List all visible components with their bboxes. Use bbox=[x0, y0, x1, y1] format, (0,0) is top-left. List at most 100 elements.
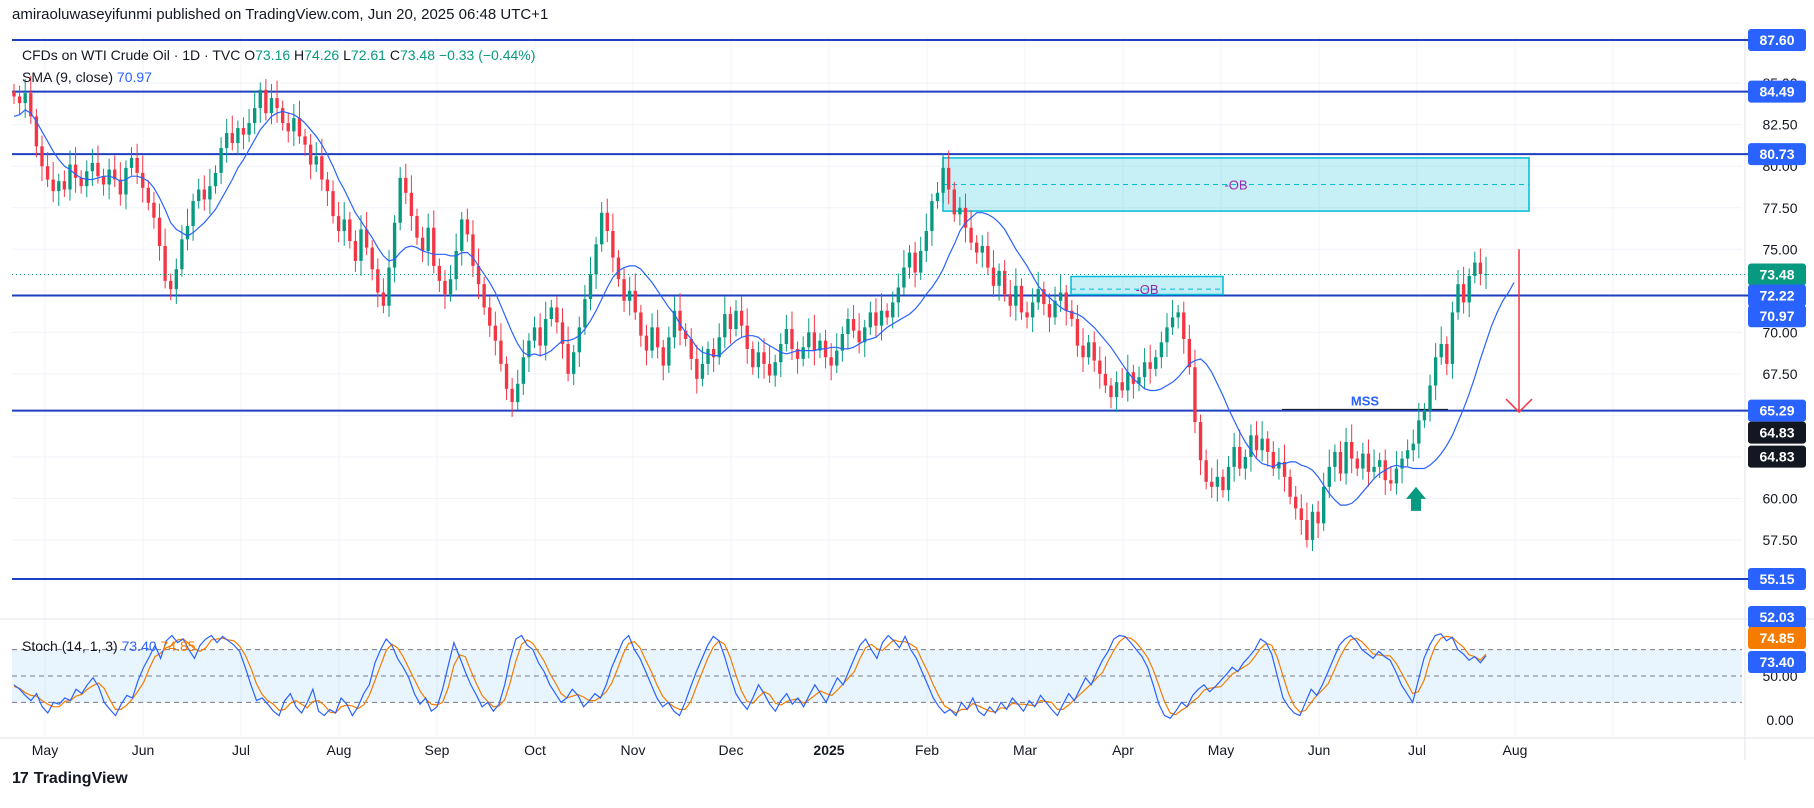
candle-body bbox=[1473, 262, 1477, 276]
candle-body bbox=[448, 279, 453, 295]
candle-body bbox=[963, 207, 968, 228]
candle-body bbox=[616, 257, 621, 280]
candle-body bbox=[846, 319, 850, 334]
candle-body bbox=[185, 226, 190, 240]
stoch-tick-label: 0.00 bbox=[1766, 712, 1793, 728]
candles-group bbox=[12, 75, 1488, 552]
candle-body bbox=[336, 216, 341, 232]
candle-body bbox=[465, 219, 470, 235]
candle-body bbox=[1142, 362, 1147, 378]
candle-body bbox=[1226, 466, 1231, 491]
candle-body bbox=[1210, 481, 1214, 487]
candle-body bbox=[370, 247, 374, 270]
candle-body bbox=[1361, 453, 1365, 469]
stoch-label: Stoch (14, 1, 3) bbox=[22, 638, 118, 654]
candle-body bbox=[527, 340, 531, 358]
candle-body bbox=[191, 201, 195, 227]
candle-body bbox=[611, 231, 615, 258]
price-axis-label: 70.97 bbox=[1759, 308, 1794, 324]
candle-body bbox=[627, 290, 632, 301]
candle-body bbox=[762, 352, 766, 364]
candle-body bbox=[376, 269, 380, 293]
price-axis-label: 65.29 bbox=[1759, 403, 1794, 419]
candle-body bbox=[29, 93, 33, 117]
candle-body bbox=[1461, 284, 1466, 303]
candle-body bbox=[325, 179, 330, 192]
candle-body bbox=[180, 239, 184, 270]
candle-body bbox=[107, 169, 111, 185]
candle-body bbox=[695, 358, 699, 379]
candle-body bbox=[426, 227, 430, 251]
y-tick-label: 60.00 bbox=[1762, 490, 1797, 506]
candle-body bbox=[1322, 486, 1326, 524]
candle-body bbox=[868, 312, 873, 328]
candle-body bbox=[980, 245, 984, 253]
sma-label: SMA (9, close) bbox=[22, 69, 114, 85]
candle-body bbox=[96, 162, 100, 177]
candle-body bbox=[1456, 284, 1460, 313]
candle-body bbox=[1316, 511, 1320, 524]
candle-body bbox=[504, 363, 509, 389]
candle-body bbox=[275, 98, 279, 109]
price-axis-label-box bbox=[1748, 263, 1806, 286]
candle-body bbox=[269, 98, 274, 114]
candle-body bbox=[1103, 373, 1108, 386]
x-tick-label: Jul bbox=[1408, 742, 1426, 758]
candle-body bbox=[807, 332, 811, 348]
candle-body bbox=[404, 177, 408, 193]
candle-body bbox=[544, 319, 548, 346]
candle-body bbox=[57, 181, 61, 192]
candle-body bbox=[1098, 360, 1102, 374]
open-label: O bbox=[244, 47, 256, 63]
candle-body bbox=[1002, 270, 1007, 295]
candle-body bbox=[930, 201, 934, 232]
x-tick-label: Aug bbox=[327, 742, 352, 758]
candle-body bbox=[292, 118, 296, 132]
candle-body bbox=[1344, 441, 1348, 474]
stoch-d-axis-box bbox=[1748, 627, 1806, 649]
candle-body bbox=[1165, 327, 1169, 343]
candle-body bbox=[157, 217, 162, 246]
sma-value: 70.97 bbox=[116, 69, 152, 85]
x-tick-label: Nov bbox=[621, 742, 646, 758]
candle-body bbox=[1014, 285, 1018, 306]
low-label: L bbox=[343, 47, 351, 63]
candle-body bbox=[1400, 458, 1404, 469]
y-tick-label: 70.00 bbox=[1762, 324, 1797, 340]
x-tick-label: May bbox=[32, 742, 58, 758]
candle-body bbox=[549, 307, 553, 320]
down-arrow-icon bbox=[1505, 398, 1533, 414]
candle-body bbox=[264, 89, 268, 114]
candle-body bbox=[141, 172, 145, 188]
y-tick-label: 67.50 bbox=[1762, 366, 1797, 382]
x-tick-label: Aug bbox=[1503, 742, 1528, 758]
candle-body bbox=[717, 337, 721, 358]
price-axis-label: 84.49 bbox=[1759, 84, 1794, 100]
x-tick-label: Oct bbox=[524, 742, 546, 758]
x-tick-label: Feb bbox=[915, 742, 939, 758]
candle-body bbox=[790, 329, 794, 349]
candle-body bbox=[672, 310, 677, 338]
candle-body bbox=[34, 116, 39, 147]
candle-body bbox=[146, 187, 151, 203]
candle-body bbox=[1053, 300, 1057, 318]
tradingview-brand[interactable]: 17 TradingView bbox=[12, 770, 128, 788]
candle-body bbox=[560, 322, 565, 344]
stoch-d-axis-label: 74.85 bbox=[1759, 630, 1794, 646]
candle-body bbox=[476, 265, 481, 285]
candle-body bbox=[1204, 460, 1208, 482]
candle-body bbox=[236, 128, 240, 143]
candle-body bbox=[1030, 302, 1035, 318]
candle-body bbox=[169, 280, 173, 290]
candle-body bbox=[812, 332, 817, 351]
candle-body bbox=[1058, 292, 1063, 301]
candle-body bbox=[12, 91, 16, 97]
candle-body bbox=[152, 202, 156, 218]
candle-body bbox=[51, 179, 55, 192]
candle-body bbox=[230, 133, 234, 143]
candle-body bbox=[739, 310, 744, 326]
candle-body bbox=[795, 348, 800, 359]
candle-body bbox=[85, 171, 89, 187]
y-tick-label: 82.50 bbox=[1762, 117, 1797, 133]
